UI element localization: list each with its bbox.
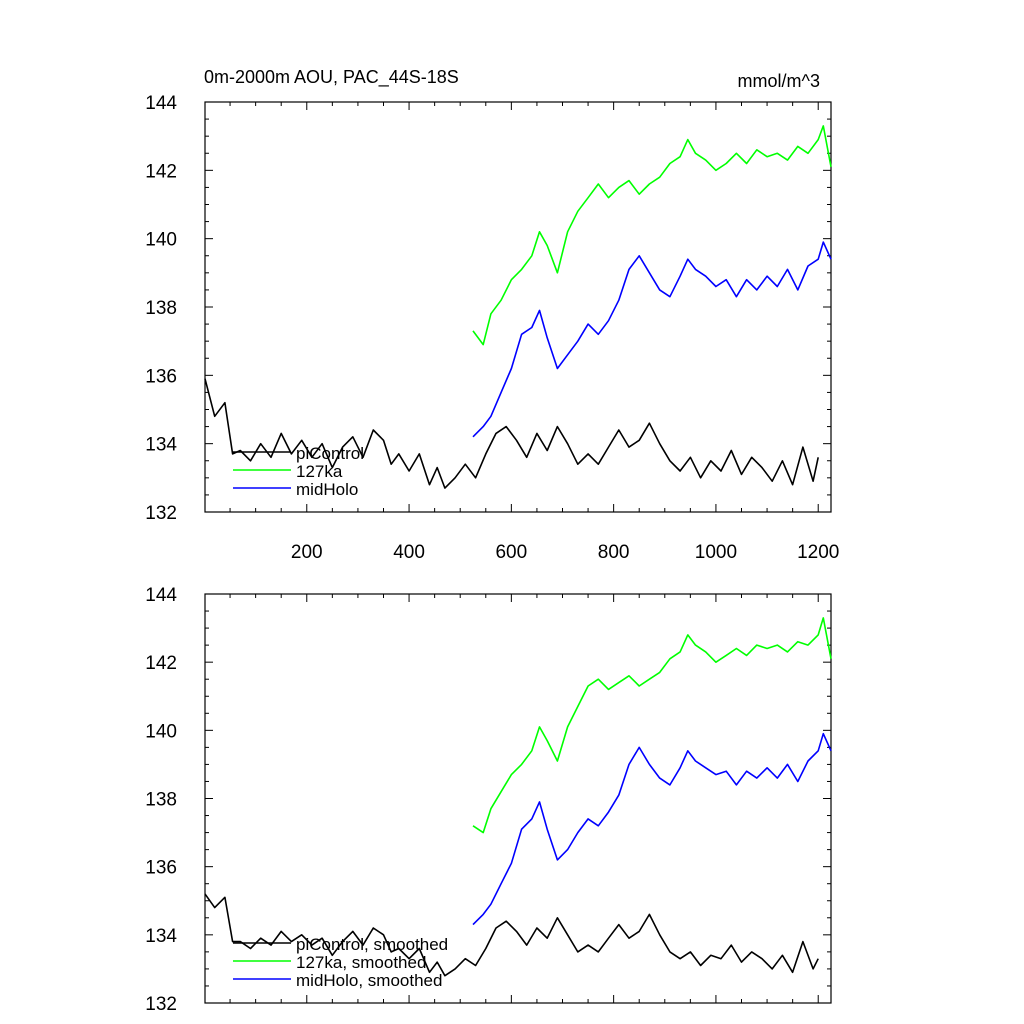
- y-tick-label: 142: [145, 161, 177, 182]
- legend-label: piControl: [296, 444, 364, 463]
- x-tick-label: 1200: [797, 542, 839, 563]
- units-label: mmol/m^3: [738, 71, 820, 91]
- y-tick-label: 138: [145, 790, 177, 811]
- x-tick-label: 1000: [695, 542, 737, 563]
- y-tick-label: 136: [145, 858, 177, 879]
- y-tick-label: 140: [145, 230, 177, 251]
- bottom-plot-area: 132 134 136 138 140 142 144 piControl, smoothed…: [145, 585, 832, 1015]
- y-tick-label: 144: [145, 93, 177, 114]
- bottom-panel: 132 134 136 138 140 142 144 piControl, smoothed…: [145, 585, 832, 1015]
- y-tick-label: 132: [145, 503, 177, 524]
- series-line: [472, 241, 832, 438]
- legend-label: 127ka, smoothed: [296, 953, 426, 972]
- y-tick-label: 144: [145, 585, 177, 606]
- series-line: [472, 617, 832, 834]
- legend-label: midHolo: [296, 480, 358, 499]
- y-tick-label: 134: [145, 435, 177, 456]
- y-tick-label: 132: [145, 994, 177, 1015]
- y-tick-label: 140: [145, 721, 177, 742]
- series-line: [204, 893, 819, 977]
- top-panel: 0m-2000m AOU, PAC_44S-18S mmol/m^3 13213…: [145, 67, 839, 563]
- legend-label: piControl, smoothed: [296, 935, 448, 954]
- x-tick-label: 800: [598, 542, 630, 563]
- series-line: [472, 125, 832, 346]
- y-tick-label: 134: [145, 926, 177, 947]
- legend-label: midHolo, smoothed: [296, 971, 442, 990]
- y-tick-label: 136: [145, 366, 177, 387]
- series-line: [472, 732, 832, 926]
- top-plot-area: 132 134 136 138 140 142 144 200 400 600 800 1000 120…: [145, 93, 839, 563]
- series-line: [204, 378, 819, 489]
- chart-title: 0m-2000m AOU, PAC_44S-18S: [204, 67, 459, 88]
- y-tick-label: 138: [145, 298, 177, 319]
- x-tick-label: 200: [291, 542, 323, 563]
- legend-label: 127ka: [296, 462, 343, 481]
- y-tick-label: 142: [145, 653, 177, 674]
- x-tick-label: 400: [393, 542, 425, 563]
- x-tick-label: 600: [495, 542, 527, 563]
